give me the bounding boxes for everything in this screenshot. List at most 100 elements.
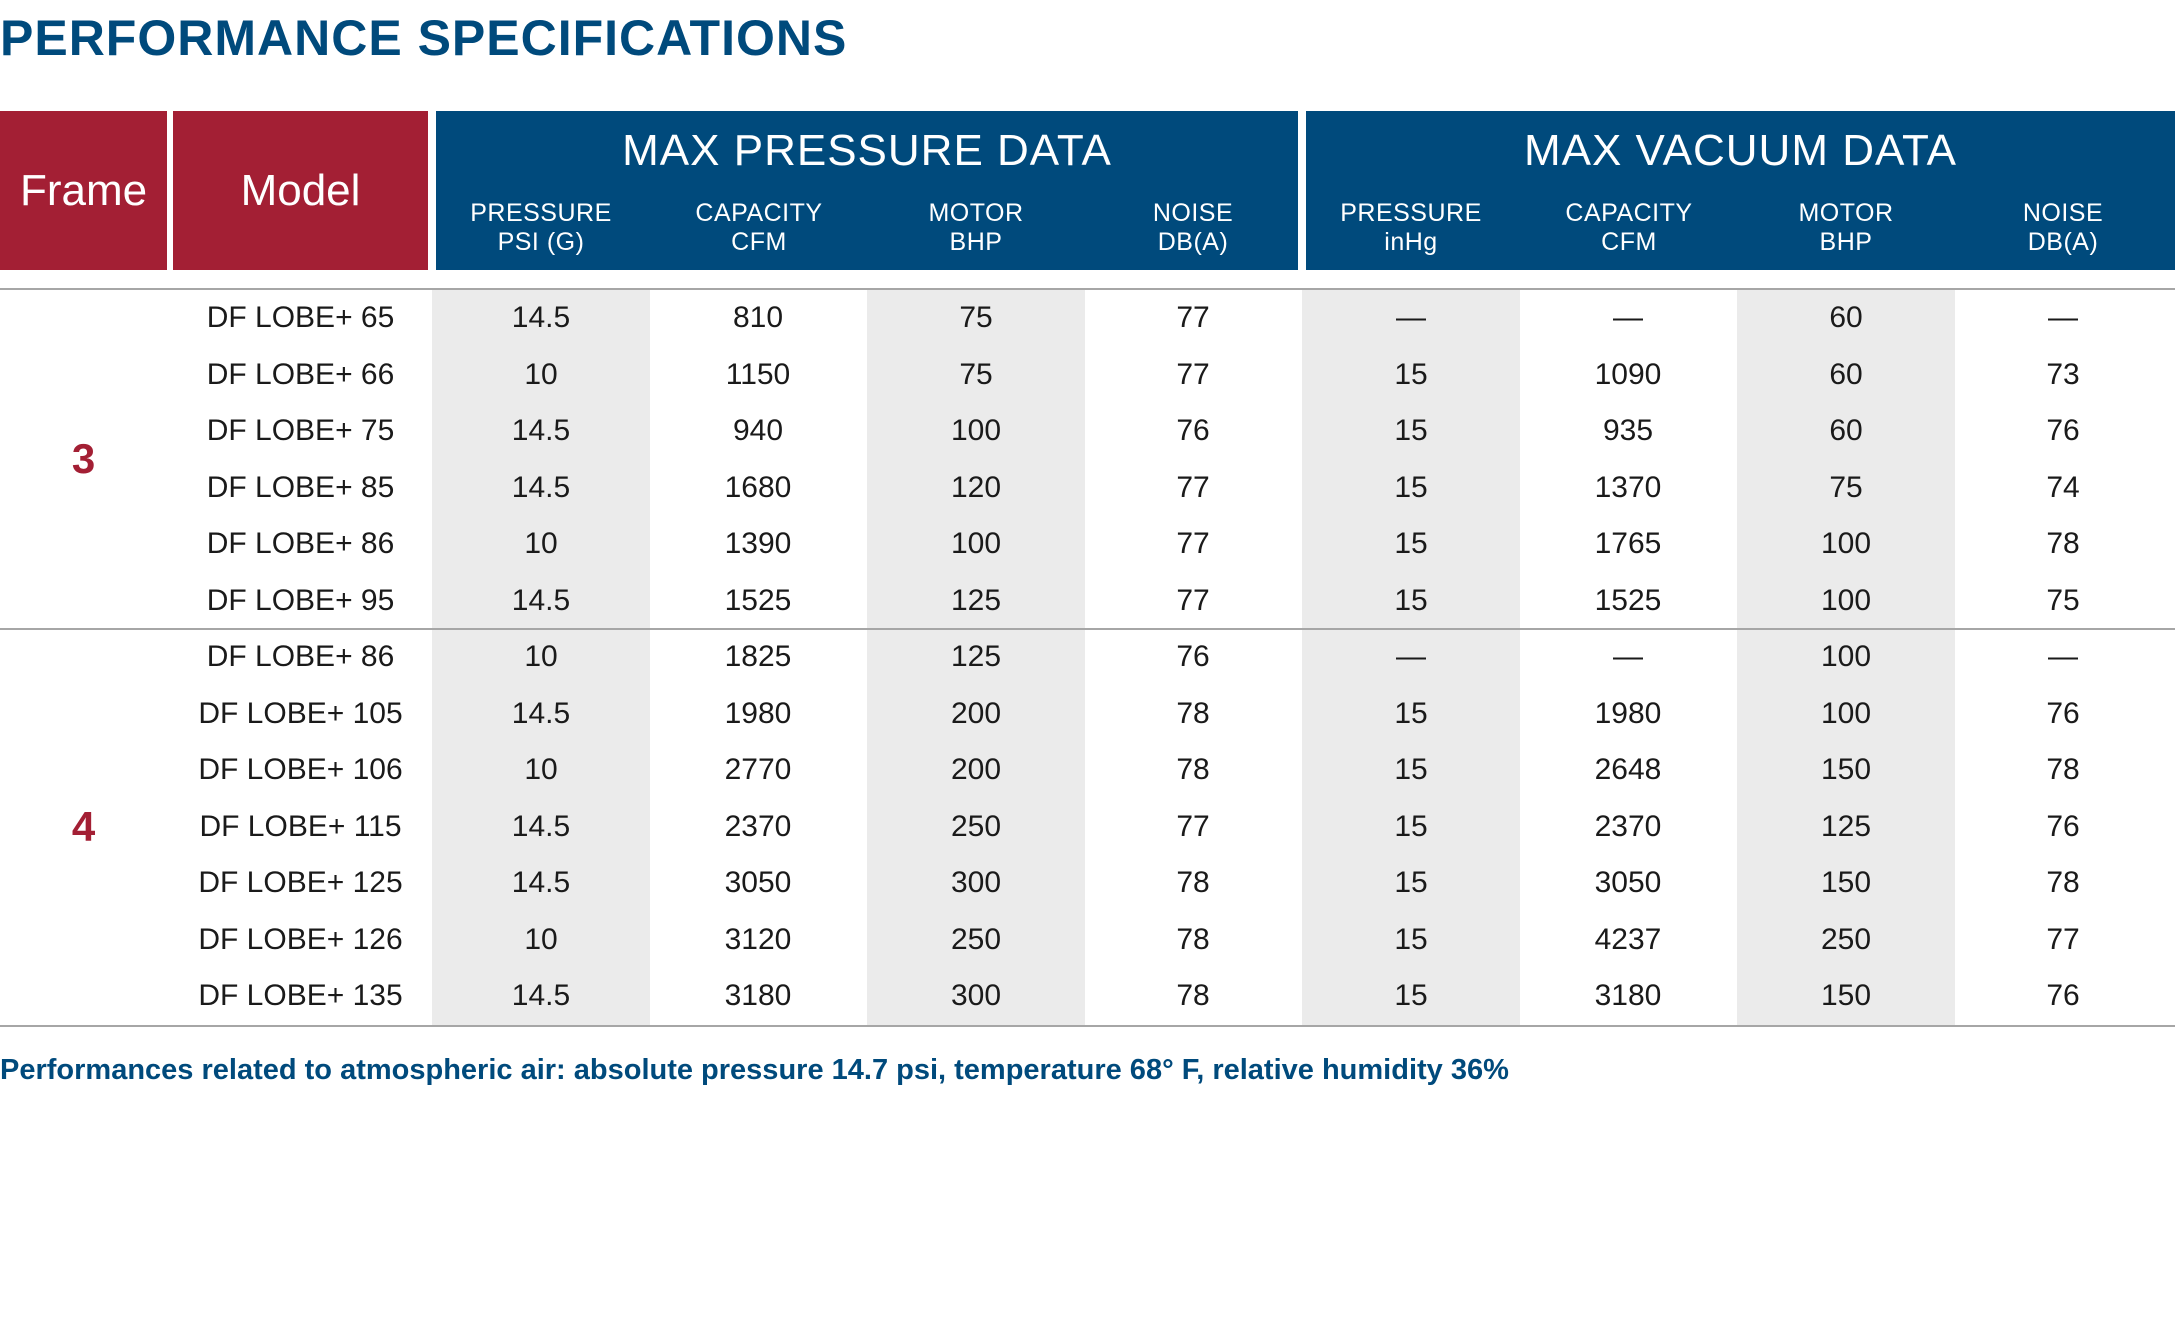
vacuum-inhg-cell: —: [1396, 301, 1426, 334]
model-cell: DF LOBE+ 86: [206, 640, 395, 673]
pressure-capacity-cell: 1680: [724, 470, 792, 504]
pressure-capacity-cell: 1525: [724, 583, 792, 617]
vacuum-motor-cell: 150: [1820, 753, 1872, 786]
vacuum-motor-cell: 100: [1820, 583, 1872, 617]
vacuum-noise-cell: 75: [2046, 583, 2080, 617]
pressure-capacity-cell: 2370: [724, 809, 792, 843]
model-cell: DF LOBE+ 106: [198, 753, 403, 786]
pressure-psi-cell: 14.5: [511, 809, 571, 843]
max-vacuum-header: MAX VACUUM DATA PRESSURE inHg CAPACITY C…: [1306, 111, 2175, 270]
pressure-motor-cell: 300: [950, 866, 1002, 899]
pressure-motor-cell: 300: [950, 979, 1002, 1012]
pressure-psi-cell: 10: [524, 357, 558, 391]
pressure-psi-cell: 10: [524, 640, 558, 673]
vacuum-noise-cell: 77: [2046, 922, 2080, 956]
model-cell: DF LOBE+ 66: [206, 357, 395, 391]
pressure-capacity-cell: 940: [732, 414, 784, 447]
vacuum-motor-cell: 100: [1820, 640, 1872, 673]
vacuum-motor-cell: 250: [1820, 922, 1872, 956]
frame-3-label: 3: [71, 435, 96, 482]
pressure-psi-cell: 10: [524, 527, 558, 560]
model-cell: DF LOBE+ 65: [206, 301, 395, 334]
vacuum-inhg-cell: 15: [1394, 922, 1428, 956]
pressure-motor-cell: 100: [950, 527, 1002, 560]
model-cell: DF LOBE+ 95: [206, 583, 395, 617]
max-pressure-title: MAX PRESSURE DATA: [622, 126, 1112, 175]
max-pressure-header: MAX PRESSURE DATA PRESSURE PSI (G) CAPAC…: [436, 111, 1298, 270]
pressure-capacity-cell: 3050: [724, 866, 792, 899]
vacuum-capacity-cell: 1525: [1594, 583, 1662, 617]
pressure-psi-cell: 14.5: [511, 866, 571, 899]
pressure-motor-cell: 100: [950, 414, 1002, 447]
pressure-noise-cell: 77: [1176, 357, 1210, 391]
vacuum-inhg-cell: 15: [1394, 979, 1428, 1012]
pressure-capacity-cell: 1980: [724, 696, 792, 730]
max-vacuum-title: MAX VACUUM DATA: [1523, 126, 1958, 175]
vacuum-capacity-cell: 1090: [1594, 357, 1662, 391]
vacuum-motor-cell: 100: [1820, 527, 1872, 560]
vacuum-noise-cell: 76: [2046, 809, 2080, 843]
vacuum-inhg-cell: 15: [1394, 357, 1428, 391]
vacuum-capacity-cell: 2370: [1594, 809, 1662, 843]
vacuum-motor-cell: 150: [1820, 979, 1872, 1012]
pressure-motor-cell: 200: [950, 696, 1002, 730]
group-divider-rule: [0, 628, 2175, 630]
table-top-rule: [0, 288, 2175, 290]
model-cell: DF LOBE+ 135: [198, 979, 403, 1012]
vacuum-motor-header: MOTOR BHP: [1798, 199, 1894, 256]
pressure-motor-cell: 200: [950, 753, 1002, 786]
pressure-noise-cell: 78: [1176, 753, 1210, 786]
vacuum-inhg-cell: 15: [1394, 583, 1428, 617]
pressure-motor-cell: 75: [959, 301, 993, 334]
vacuum-motor-cell: 100: [1820, 696, 1872, 730]
vacuum-motor-cell: 75: [1829, 470, 1863, 504]
vacuum-capacity-cell: 2648: [1594, 753, 1662, 786]
pressure-motor-cell: 120: [950, 470, 1002, 504]
model-cell: DF LOBE+ 115: [199, 809, 402, 843]
vacuum-noise-cell: 76: [2046, 696, 2080, 730]
model-cell: DF LOBE+ 85: [206, 470, 395, 504]
vacuum-capacity-cell: 3180: [1594, 979, 1662, 1012]
vacuum-noise-cell: 78: [2046, 753, 2080, 786]
pressure-capacity-header: CAPACITY CFM: [695, 199, 823, 256]
pressure-capacity-cell: 2770: [724, 753, 792, 786]
vacuum-inhg-cell: 15: [1394, 753, 1428, 786]
vacuum-capacity-cell: 4237: [1594, 922, 1662, 956]
vacuum-capacity-cell: 935: [1602, 414, 1654, 447]
vacuum-inhg-cell: 15: [1394, 809, 1428, 843]
pressure-psi-cell: 14.5: [511, 979, 571, 1012]
vacuum-inhg-cell: 15: [1394, 414, 1428, 447]
pressure-psi-cell: 10: [524, 922, 558, 956]
model-column-header: Model: [173, 111, 428, 270]
pressure-motor-cell: 125: [950, 640, 1002, 673]
table-bottom-rule: [0, 1025, 2175, 1027]
pressure-psi-cell: 14.5: [511, 414, 571, 447]
pressure-noise-cell: 78: [1176, 979, 1210, 1012]
pressure-noise-cell: 77: [1176, 527, 1210, 560]
column-shade: [1737, 290, 1955, 1026]
pressure-motor-cell: 125: [950, 583, 1002, 617]
pressure-psi-cell: 14.5: [511, 696, 571, 730]
pressure-motor-cell: 75: [959, 357, 993, 391]
vacuum-capacity-cell: —: [1613, 640, 1643, 673]
model-cell: DF LOBE+ 75: [206, 414, 395, 447]
pressure-motor-header: MOTOR BHP: [928, 199, 1024, 256]
vacuum-noise-header: NOISE DB(A): [2022, 199, 2104, 256]
pressure-psi-cell: 10: [524, 753, 558, 786]
frame-column-header: Frame: [0, 111, 167, 270]
vacuum-capacity-header: CAPACITY CFM: [1565, 199, 1693, 256]
pressure-noise-cell: 76: [1176, 414, 1210, 447]
pressure-noise-cell: 77: [1176, 583, 1210, 617]
vacuum-capacity-cell: 1370: [1594, 470, 1662, 504]
pressure-psi-cell: 14.5: [511, 301, 571, 334]
vacuum-inhg-cell: —: [1396, 640, 1426, 673]
model-cell: DF LOBE+ 105: [198, 696, 403, 730]
pressure-capacity-cell: 810: [732, 301, 784, 334]
vacuum-noise-cell: 78: [2046, 527, 2080, 560]
vacuum-noise-cell: 74: [2046, 470, 2080, 504]
vacuum-inhg-cell: 15: [1394, 470, 1428, 504]
pressure-noise-cell: 78: [1176, 696, 1210, 730]
vacuum-noise-cell: 78: [2046, 866, 2080, 899]
pressure-capacity-cell: 1390: [724, 527, 792, 560]
column-shade: [867, 290, 1085, 1026]
